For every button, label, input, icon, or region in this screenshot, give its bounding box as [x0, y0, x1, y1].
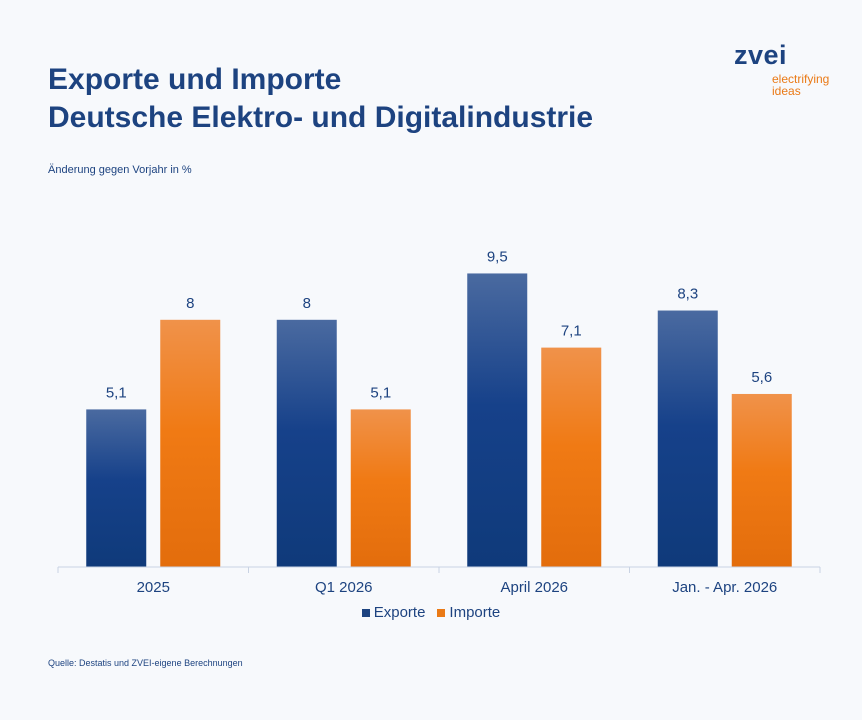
- bar-importe-3: [731, 393, 792, 567]
- bar-exporte-2: [467, 273, 528, 567]
- source-note: Quelle: Destatis und ZVEI-eigene Berechn…: [48, 658, 243, 668]
- data-label-importe-0: 8: [186, 295, 194, 312]
- bar-importe-2: [541, 347, 602, 567]
- x-tick-label-1: Q1 2026: [315, 579, 373, 596]
- x-tick-label-3: Jan. - Apr. 2026: [672, 579, 777, 596]
- y-axis-label: Änderung gegen Vorjahr in %: [48, 164, 192, 176]
- legend-label-exporte: Exporte: [373, 604, 426, 621]
- value-labels-group: 5,1 8 8 5,1 9,5 7,1 8,3 5,6: [106, 248, 772, 401]
- x-tick-label-0: 2025: [137, 579, 170, 596]
- legend-item-exporte: Exporte: [361, 604, 426, 621]
- legend-swatch-exporte: [361, 608, 370, 617]
- legend-label-importe: Importe: [449, 604, 501, 621]
- data-label-importe-1: 5,1: [370, 384, 391, 401]
- bar-importe-1: [350, 409, 411, 567]
- legend-item-importe: Importe: [437, 604, 500, 621]
- data-label-exporte-0: 5,1: [106, 384, 127, 401]
- bar-importe-0: [160, 319, 221, 567]
- x-axis: 2025 Q1 2026 April 2026 Jan. - Apr. 2026: [57, 566, 821, 596]
- data-label-exporte-1: 8: [303, 295, 311, 312]
- chart-subtitle: Deutsche Elektro- und Digitalindustrie: [48, 101, 594, 134]
- logo-tagline: electrifying ideas: [772, 73, 852, 97]
- bar-exporte-0: [86, 409, 147, 567]
- bar-exporte-3: [657, 310, 718, 567]
- data-label-exporte-3: 8,3: [677, 286, 698, 303]
- legend-swatch-importe: [437, 608, 446, 617]
- bar-chart: 5,1 8 8 5,1 9,5 7,1 8,3 5,6 2025 Q1 2026 April 20…: [57, 248, 821, 596]
- data-label-exporte-2: 9,5: [487, 248, 508, 265]
- logo-tagline-line2: ideas: [772, 84, 801, 98]
- zvei-logo: zvei electrifying ideas: [734, 40, 844, 100]
- chart-title: Exporte und Importe: [48, 63, 342, 96]
- bars-group: [86, 273, 792, 567]
- bar-exporte-1: [276, 319, 337, 567]
- legend: Exporte Importe: [0, 604, 862, 621]
- data-label-importe-2: 7,1: [561, 323, 582, 340]
- x-tick-label-2: April 2026: [500, 579, 568, 596]
- logo-wordmark: zvei: [734, 40, 788, 70]
- logo-tagline-line1: electrifying: [772, 72, 830, 86]
- data-label-importe-3: 5,6: [751, 369, 772, 386]
